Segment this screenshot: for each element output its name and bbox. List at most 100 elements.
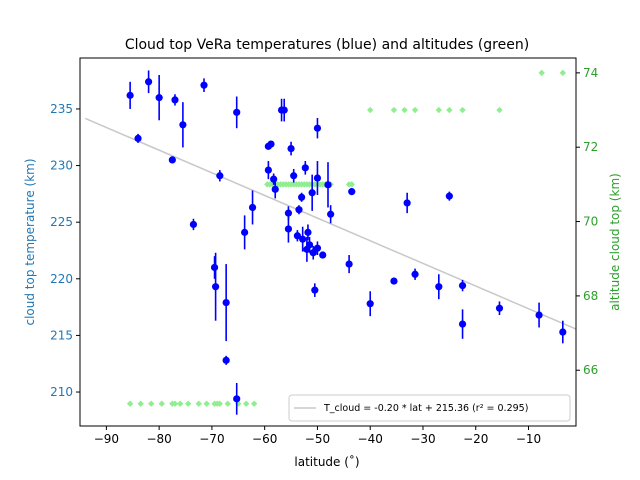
x-tick-label: −40	[358, 432, 383, 446]
temperature-point	[495, 304, 504, 312]
temperature-point	[216, 172, 224, 180]
temperature-point	[284, 225, 293, 233]
temperature-point	[222, 356, 230, 364]
altitude-point	[367, 106, 374, 114]
temperature-point	[168, 156, 176, 164]
altitude-point	[203, 400, 210, 407]
temperature-point	[309, 249, 317, 257]
y-axis-left-label: cloud top temperature (km)	[23, 158, 37, 325]
altitude-point	[435, 106, 443, 114]
y-left-tick-label: 215	[50, 328, 73, 342]
y-left-tick-label: 235	[50, 102, 73, 116]
temperature-point	[458, 320, 467, 328]
temperature-point	[299, 235, 307, 243]
temperature-point	[290, 172, 298, 180]
temperature-point	[327, 210, 335, 218]
altitude-point	[137, 400, 144, 407]
temperature-point	[264, 166, 272, 174]
temperature-point	[324, 181, 332, 189]
x-axis-label: latitude (˚)	[294, 454, 359, 469]
y-right-tick-label: 66	[583, 363, 598, 377]
legend: T_cloud = -0.20 * lat + 215.36 (r² = 0.2…	[288, 394, 571, 422]
y-right-tick-label: 70	[583, 215, 598, 229]
altitude-point	[496, 106, 503, 114]
temperature-point	[233, 395, 241, 403]
temperature-point	[126, 91, 134, 99]
x-tick-label: −90	[94, 432, 119, 446]
altitude-point	[348, 181, 355, 188]
temperature-point	[311, 286, 319, 294]
temperature-point	[301, 164, 309, 172]
temperature-point	[313, 124, 322, 132]
y-right-tick-label: 68	[583, 289, 598, 303]
altitude-point	[446, 106, 453, 114]
temperature-point	[212, 283, 220, 291]
temperature-point	[210, 263, 219, 272]
axes-frame	[79, 57, 577, 427]
legend-fit-label: T_cloud = -0.20 * lat + 215.36 (r² = 0.2…	[323, 403, 528, 414]
altitude-point	[224, 400, 231, 407]
temperature-point	[366, 300, 374, 308]
temperature-point	[308, 189, 316, 197]
temperature-point	[271, 185, 279, 193]
temperature-point	[305, 241, 314, 249]
y-right-tick-label: 72	[583, 140, 598, 154]
x-tick-label: −10	[516, 432, 541, 446]
temperature-point	[280, 106, 288, 114]
temperature-point	[445, 192, 453, 200]
y-right-tick-label: 74	[583, 66, 598, 80]
temperature-point	[293, 232, 301, 240]
x-tick-label: −70	[199, 432, 224, 446]
chart-marks	[126, 69, 567, 415]
altitude-point	[559, 69, 567, 77]
temperature-point	[189, 220, 198, 229]
temperature-point	[559, 328, 567, 336]
chart-axes: −90 −80 −70 −60 −50 −40 −30 −20 −10 210 215 220 225 2…	[50, 57, 598, 446]
temperature-point	[403, 199, 411, 207]
temperature-point	[287, 144, 295, 153]
x-tick-label: −60	[252, 432, 277, 446]
temperature-point	[134, 134, 142, 142]
legend-frame	[288, 394, 571, 422]
altitude-point	[158, 400, 165, 407]
altitude-point	[184, 400, 192, 407]
temperature-point	[284, 209, 293, 217]
plot-area	[84, 117, 577, 330]
y-left-tick-label: 225	[50, 215, 73, 229]
temperature-point	[295, 206, 303, 214]
temperature-point	[267, 140, 275, 148]
altitude-point	[177, 400, 184, 407]
temperature-point	[200, 81, 208, 89]
fit-line	[84, 117, 577, 330]
altitude-point	[171, 400, 179, 407]
temperature-point	[313, 244, 322, 252]
x-tick-label: −80	[146, 432, 171, 446]
chart-title: Cloud top VeRa temperatures (blue) and a…	[125, 37, 529, 53]
temperature-point	[458, 281, 467, 290]
temperature-point	[535, 311, 543, 319]
altitude-point	[401, 106, 408, 114]
temperature-point	[144, 78, 153, 86]
y-left-tick-label: 210	[50, 385, 73, 399]
y-left-tick-label: 230	[50, 159, 73, 173]
y-left-tick-label: 220	[50, 272, 73, 286]
temperature-point	[345, 260, 353, 268]
temperature-point	[304, 228, 312, 236]
temperature-point	[233, 108, 241, 116]
altitude-point	[538, 69, 545, 77]
altitude-point	[390, 106, 398, 114]
x-tick-label: −30	[410, 432, 435, 446]
temperature-point	[411, 270, 419, 278]
altitude-point	[126, 400, 134, 407]
y-axis-right-label: altitude cloud top (km)	[608, 173, 622, 311]
temperature-point	[155, 94, 163, 102]
x-tick-label: −50	[305, 432, 330, 446]
temperature-point	[222, 298, 230, 307]
temperature-point	[248, 203, 257, 212]
temperature-point	[241, 228, 249, 236]
temperature-point	[313, 174, 322, 182]
temperature-point	[348, 188, 356, 196]
temperature-point	[179, 121, 187, 129]
